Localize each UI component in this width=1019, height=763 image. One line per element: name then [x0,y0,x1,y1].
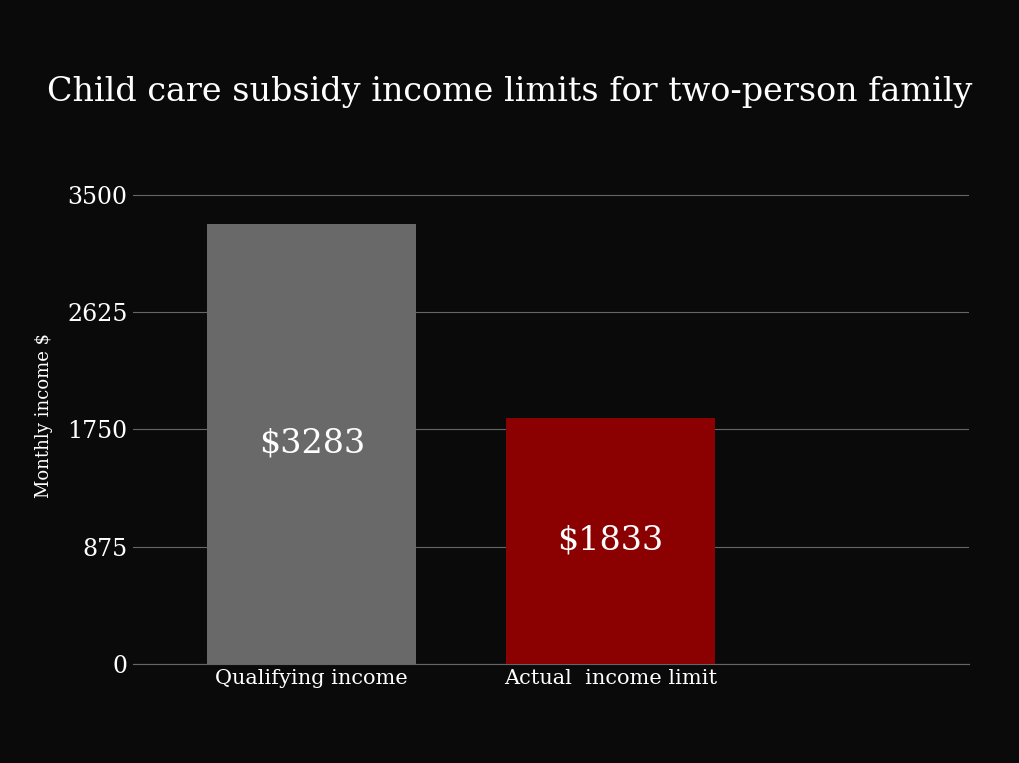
Text: $3283: $3283 [259,428,365,460]
Y-axis label: Monthly income $: Monthly income $ [36,333,53,498]
Bar [207,224,416,664]
Bar [505,418,714,664]
Text: Child care subsidy income limits for two-person family: Child care subsidy income limits for two… [47,76,972,108]
Text: $1833: $1833 [556,525,663,557]
